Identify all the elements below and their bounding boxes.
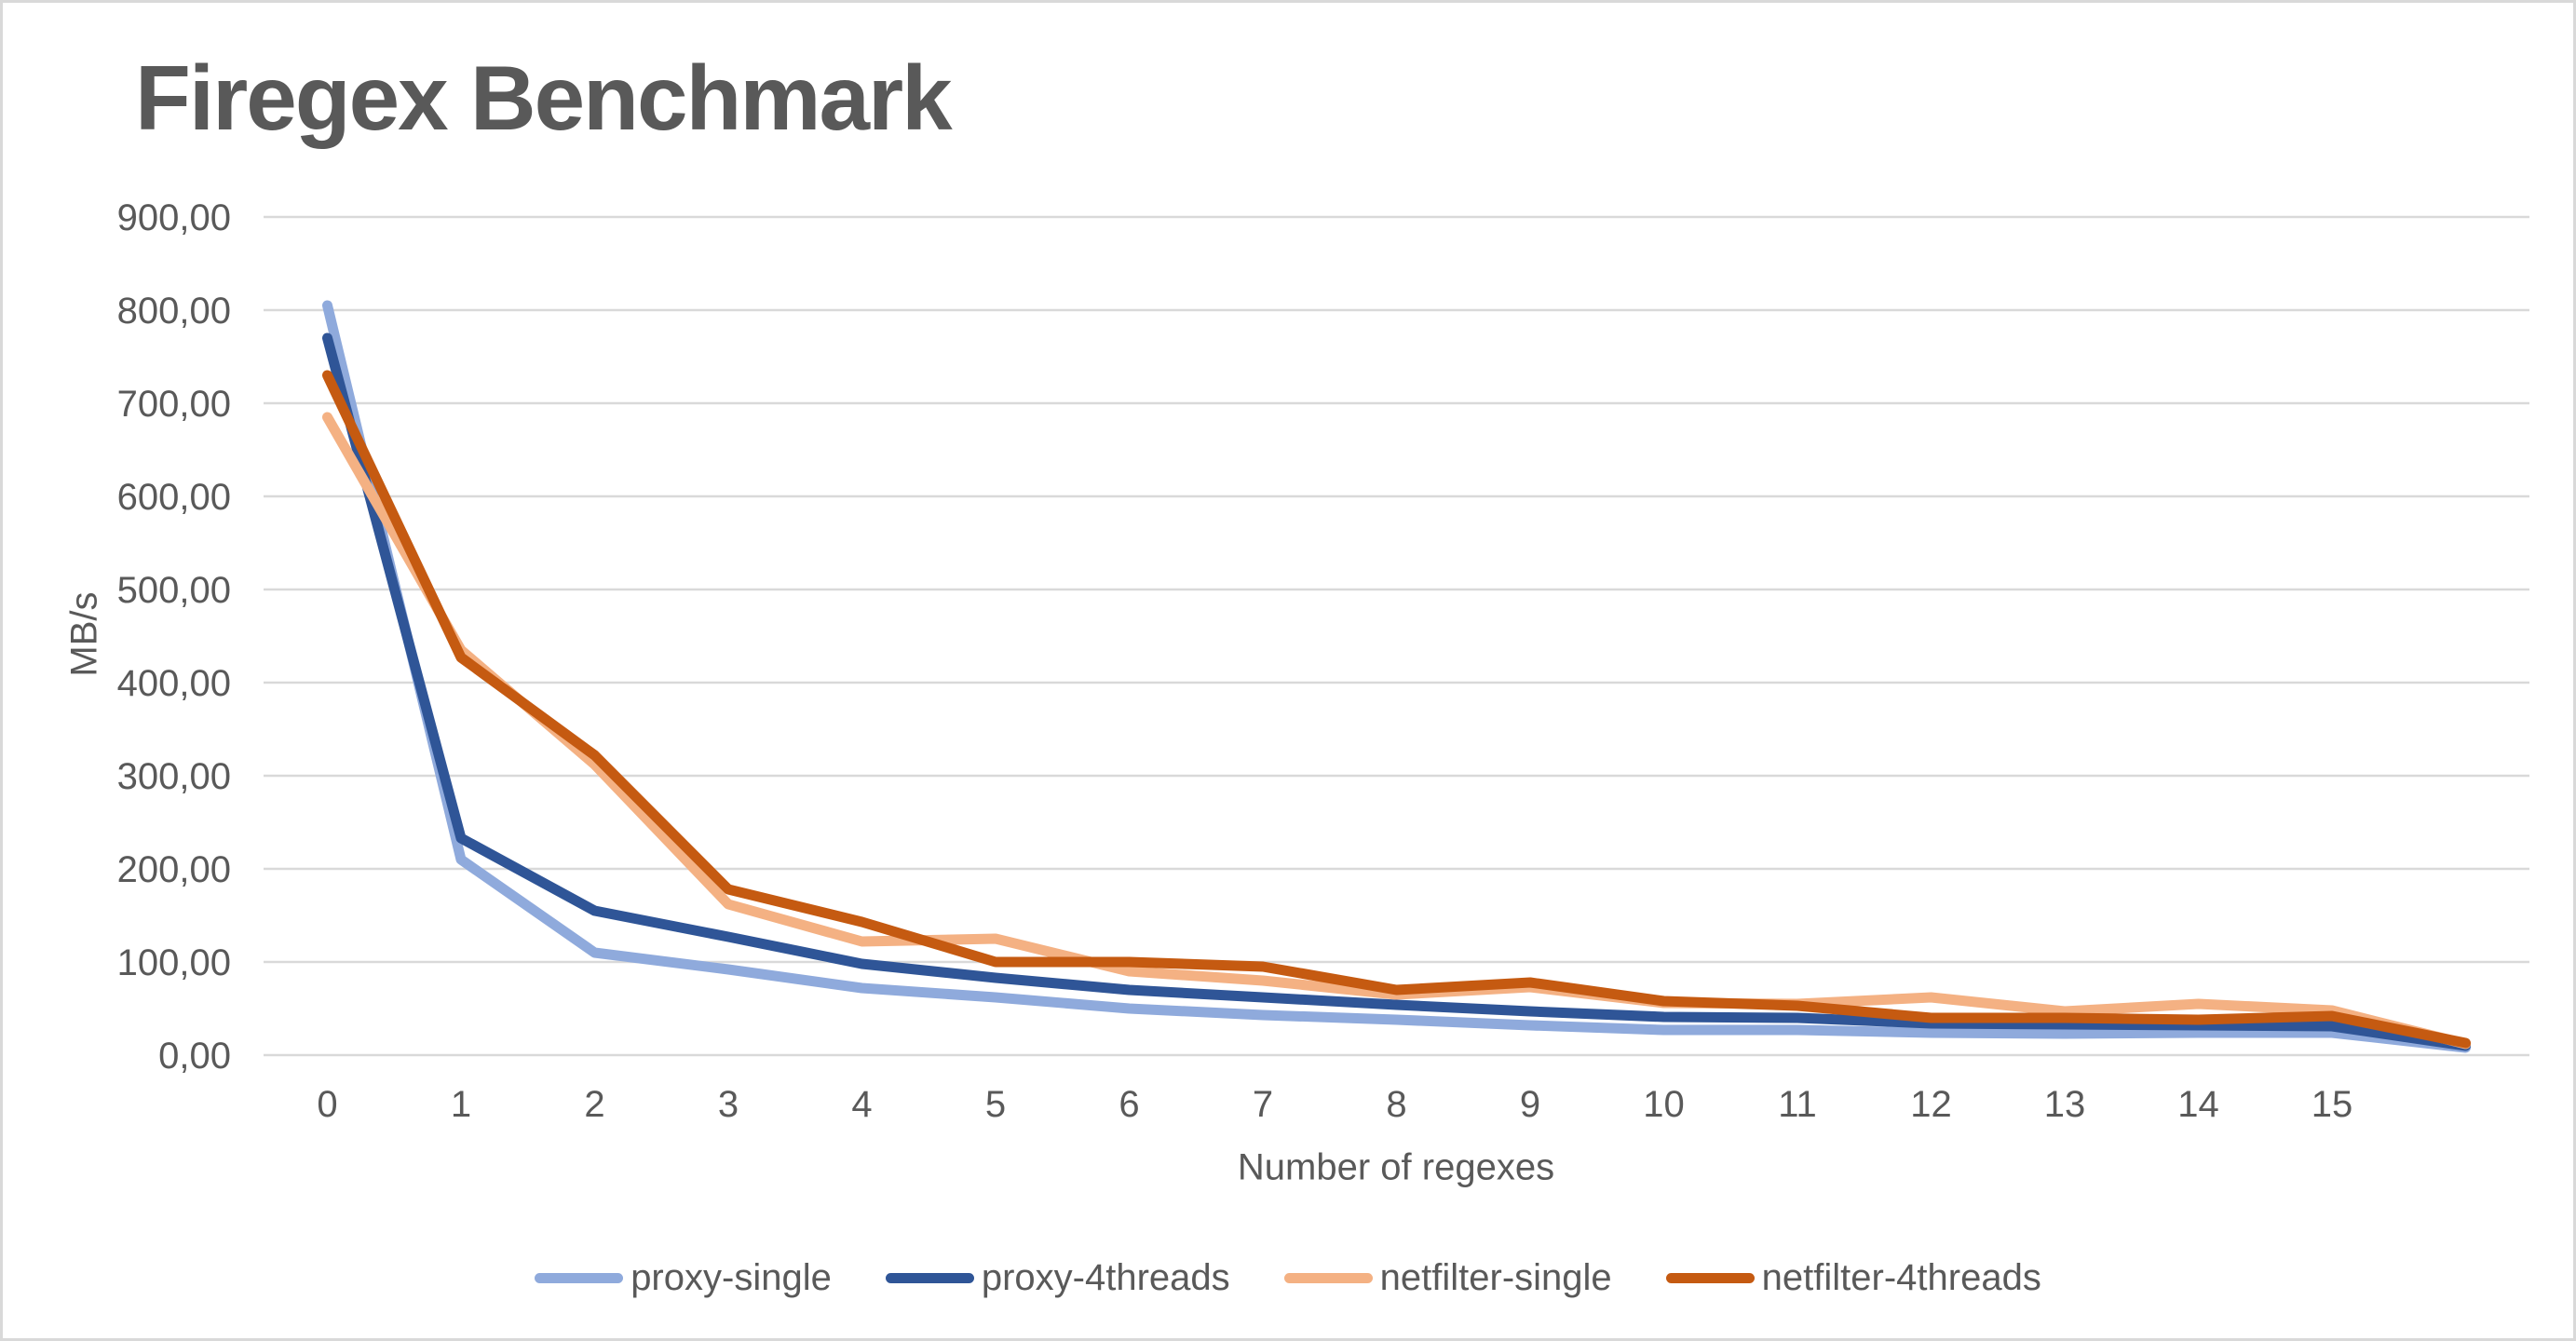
x-tick-label: 2 — [584, 1084, 604, 1125]
y-tick-label: 500,00 — [117, 570, 231, 611]
chart-title: Firegex Benchmark — [135, 47, 953, 149]
legend-item-netfilter-single: netfilter-single — [1283, 1257, 1612, 1299]
x-axis-title: Number of regexes — [1237, 1146, 1555, 1188]
legend-item-proxy-single: proxy-single — [535, 1257, 832, 1299]
y-tick-label: 100,00 — [117, 942, 231, 983]
x-tick-label: 7 — [1253, 1084, 1273, 1125]
legend-swatch-proxy-4threads — [885, 1273, 974, 1283]
legend-label: netfilter-single — [1379, 1257, 1612, 1298]
y-tick-label: 800,00 — [117, 291, 231, 332]
y-tick-label: 300,00 — [117, 756, 231, 797]
x-tick-label: 8 — [1386, 1084, 1406, 1125]
legend-label: proxy-4threads — [981, 1257, 1230, 1298]
legend-swatch-netfilter-4threads — [1665, 1273, 1755, 1283]
x-tick-label: 15 — [2312, 1084, 2353, 1125]
legend-swatch-netfilter-single — [1283, 1273, 1373, 1283]
x-tick-label: 3 — [718, 1084, 739, 1125]
x-tick-label: 0 — [317, 1084, 337, 1125]
x-tick-label: 1 — [451, 1084, 471, 1125]
series-line-proxy-single — [322, 300, 2471, 1053]
x-tick-label: 11 — [1778, 1084, 1817, 1125]
y-tick-label: 700,00 — [117, 384, 231, 425]
x-tick-label: 14 — [2177, 1084, 2219, 1125]
x-tick-label: 12 — [1910, 1084, 1952, 1125]
series-line-netfilter-single — [322, 412, 2471, 1050]
series-line-proxy-4threads — [322, 332, 2471, 1051]
plot-area: 0,00 100,00 200,00 300,00 400,00 500,00 600,00… — [117, 197, 2529, 1125]
legend-swatch-proxy-single — [535, 1273, 624, 1283]
x-tick-label: 4 — [851, 1084, 872, 1125]
y-tick-label: 200,00 — [117, 849, 231, 890]
y-axis-title: MB/s — [63, 591, 105, 677]
x-tick-label: 9 — [1520, 1084, 1540, 1125]
x-tick-label: 10 — [1643, 1084, 1685, 1125]
x-tick-label: 6 — [1119, 1084, 1139, 1125]
y-tick-label: 900,00 — [117, 197, 231, 238]
legend: proxy-single proxy-4threads netfilter-sing… — [3, 1257, 2573, 1299]
x-tick-label: 5 — [985, 1084, 1006, 1125]
x-tick-label: 13 — [2044, 1084, 2086, 1125]
legend-item-proxy-4threads: proxy-4threads — [885, 1257, 1230, 1299]
legend-label: proxy-single — [630, 1257, 832, 1298]
y-tick-label: 400,00 — [117, 663, 231, 704]
legend-label: netfilter-4threads — [1761, 1257, 2041, 1298]
y-tick-label: 0,00 — [158, 1036, 231, 1077]
series-line-netfilter-4threads — [322, 370, 2471, 1049]
y-tick-label: 600,00 — [117, 477, 231, 518]
legend-item-netfilter-4threads: netfilter-4threads — [1665, 1257, 2041, 1299]
